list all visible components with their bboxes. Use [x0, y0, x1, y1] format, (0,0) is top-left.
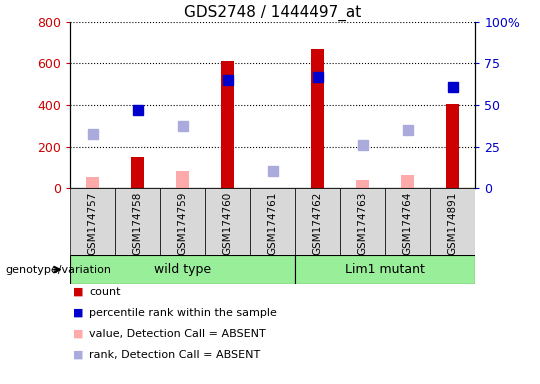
Bar: [250, 188, 295, 255]
Bar: [131, 157, 145, 188]
Text: GSM174760: GSM174760: [222, 191, 233, 255]
Bar: [446, 104, 460, 188]
Bar: [221, 61, 234, 188]
Bar: [311, 49, 325, 188]
Text: GSM174762: GSM174762: [313, 191, 323, 255]
Text: ■: ■: [73, 287, 83, 297]
Text: wild type: wild type: [154, 263, 211, 276]
Bar: [340, 188, 385, 255]
Bar: [160, 188, 205, 255]
Text: ■: ■: [73, 350, 83, 360]
Text: GSM174763: GSM174763: [357, 191, 368, 255]
Text: rank, Detection Call = ABSENT: rank, Detection Call = ABSENT: [89, 350, 260, 360]
Bar: [86, 177, 99, 188]
Text: GSM174757: GSM174757: [87, 191, 98, 255]
Text: ■: ■: [73, 308, 83, 318]
Text: Lim1 mutant: Lim1 mutant: [345, 263, 425, 276]
Text: GSM174891: GSM174891: [448, 191, 458, 255]
Bar: [115, 188, 160, 255]
Text: genotype/variation: genotype/variation: [5, 265, 111, 275]
Bar: [401, 174, 415, 188]
Bar: [356, 180, 369, 188]
Text: count: count: [89, 287, 120, 297]
Bar: [70, 188, 115, 255]
Bar: [295, 188, 340, 255]
Bar: [205, 188, 250, 255]
Bar: [385, 188, 430, 255]
Text: percentile rank within the sample: percentile rank within the sample: [89, 308, 277, 318]
Text: ■: ■: [73, 329, 83, 339]
Text: GSM174758: GSM174758: [133, 191, 143, 255]
Bar: [176, 171, 190, 188]
Bar: [70, 255, 295, 284]
Title: GDS2748 / 1444497_at: GDS2748 / 1444497_at: [184, 5, 361, 21]
Text: GSM174761: GSM174761: [268, 191, 278, 255]
Bar: [430, 188, 475, 255]
Text: GSM174764: GSM174764: [403, 191, 413, 255]
Text: GSM174759: GSM174759: [178, 191, 188, 255]
Bar: [295, 255, 475, 284]
Text: value, Detection Call = ABSENT: value, Detection Call = ABSENT: [89, 329, 266, 339]
